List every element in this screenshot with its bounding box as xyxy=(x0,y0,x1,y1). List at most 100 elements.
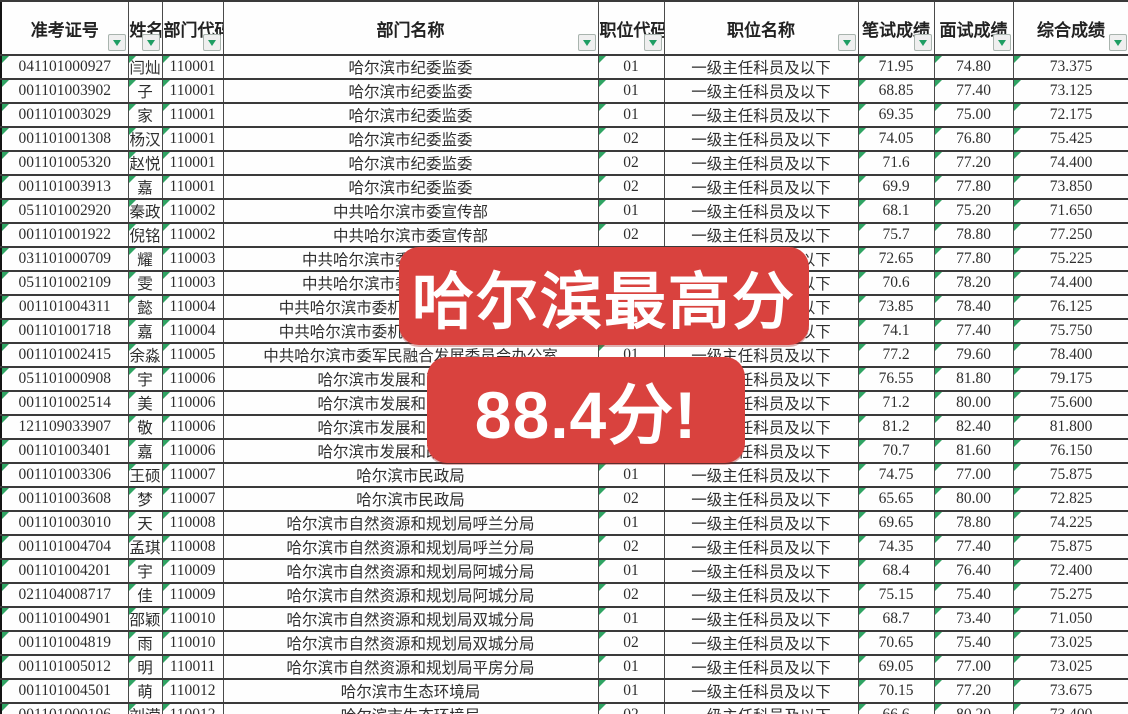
cell[interactable]: 69.35 xyxy=(857,102,935,128)
cell[interactable]: 001101002514 xyxy=(0,390,129,416)
cell[interactable]: 77.80 xyxy=(933,174,1014,200)
cell[interactable]: 02 xyxy=(597,582,665,608)
cell[interactable]: 76.55 xyxy=(857,366,935,392)
cell[interactable]: 哈尔滨市生态环境局 xyxy=(222,702,599,714)
cell[interactable]: 77.40 xyxy=(933,318,1014,344)
cell[interactable]: 一级主任科员及以下 xyxy=(663,678,859,704)
cell[interactable]: 02 xyxy=(597,150,665,176)
cell[interactable]: 75.40 xyxy=(933,630,1014,656)
cell[interactable]: 110008 xyxy=(161,534,224,560)
cell[interactable]: 哈尔滨市自然资源和规划局双城分局 xyxy=(222,606,599,632)
cell[interactable]: 宇 xyxy=(127,366,163,392)
cell[interactable]: 81.80 xyxy=(933,366,1014,392)
cell[interactable]: 77.40 xyxy=(933,534,1014,560)
cell[interactable]: 80.20 xyxy=(933,702,1014,714)
cell[interactable]: 74.400 xyxy=(1012,150,1128,176)
cell[interactable]: 刘滢 xyxy=(127,702,163,714)
cell[interactable]: 中共哈尔滨市委宣传部 xyxy=(222,198,599,224)
cell[interactable]: 耀 xyxy=(127,246,163,272)
cell[interactable]: 110006 xyxy=(161,390,224,416)
cell[interactable]: 哈尔滨市纪委监委 xyxy=(222,174,599,200)
cell[interactable]: 70.65 xyxy=(857,630,935,656)
cell[interactable]: 75.600 xyxy=(1012,390,1128,416)
cell[interactable]: 001101004501 xyxy=(0,678,129,704)
cell[interactable]: 一级主任科员及以下 xyxy=(663,702,859,714)
cell[interactable]: 001101003902 xyxy=(0,78,129,104)
cell[interactable]: 110004 xyxy=(161,294,224,320)
cell[interactable]: 02 xyxy=(597,630,665,656)
cell[interactable]: 嘉 xyxy=(127,318,163,344)
cell[interactable]: 110001 xyxy=(161,54,224,80)
cell[interactable]: 001101001718 xyxy=(0,318,129,344)
cell[interactable]: 77.2 xyxy=(857,342,935,368)
cell[interactable]: 77.40 xyxy=(933,78,1014,104)
cell[interactable]: 110001 xyxy=(161,126,224,152)
cell[interactable]: 明 xyxy=(127,654,163,680)
cell[interactable]: 110001 xyxy=(161,174,224,200)
cell[interactable]: 倪铭 xyxy=(127,222,163,248)
cell[interactable]: 001101003401 xyxy=(0,438,129,464)
cell[interactable]: 梦 xyxy=(127,486,163,512)
cell[interactable]: 75.425 xyxy=(1012,126,1128,152)
cell[interactable]: 74.05 xyxy=(857,126,935,152)
cell[interactable]: 001101002415 xyxy=(0,342,129,368)
cell[interactable]: 001101001922 xyxy=(0,222,129,248)
cell[interactable]: 宇 xyxy=(127,558,163,584)
cell[interactable]: 75.7 xyxy=(857,222,935,248)
cell[interactable]: 001101005320 xyxy=(0,150,129,176)
cell[interactable]: 73.025 xyxy=(1012,654,1128,680)
cell[interactable]: 73.025 xyxy=(1012,630,1128,656)
cell[interactable]: 一级主任科员及以下 xyxy=(663,534,859,560)
cell[interactable]: 秦政 xyxy=(127,198,163,224)
cell[interactable]: 110012 xyxy=(161,678,224,704)
cell[interactable]: 66.6 xyxy=(857,702,935,714)
cell[interactable]: 110001 xyxy=(161,150,224,176)
cell[interactable]: 80.00 xyxy=(933,486,1014,512)
filter-button[interactable] xyxy=(837,34,856,51)
cell[interactable]: 哈尔滨市自然资源和规划局呼兰分局 xyxy=(222,534,599,560)
cell[interactable]: 110001 xyxy=(161,78,224,104)
cell[interactable]: 01 xyxy=(597,558,665,584)
cell[interactable]: 001101005012 xyxy=(0,654,129,680)
cell[interactable]: 赵悦 xyxy=(127,150,163,176)
cell[interactable]: 懿 xyxy=(127,294,163,320)
cell[interactable]: 01 xyxy=(597,102,665,128)
filter-button[interactable] xyxy=(913,34,932,51)
cell[interactable]: 77.00 xyxy=(933,654,1014,680)
cell[interactable]: 敬 xyxy=(127,414,163,440)
cell[interactable]: 一级主任科员及以下 xyxy=(663,150,859,176)
cell[interactable]: 121109033907 xyxy=(0,414,129,440)
cell[interactable]: 73.850 xyxy=(1012,174,1128,200)
cell[interactable]: 110004 xyxy=(161,318,224,344)
cell[interactable]: 74.400 xyxy=(1012,270,1128,296)
cell[interactable]: 001101003913 xyxy=(0,174,129,200)
cell[interactable]: 110011 xyxy=(161,654,224,680)
cell[interactable]: 75.750 xyxy=(1012,318,1128,344)
cell[interactable]: 一级主任科员及以下 xyxy=(663,606,859,632)
cell[interactable]: 051101000908 xyxy=(0,366,129,392)
cell[interactable]: 一级主任科员及以下 xyxy=(663,510,859,536)
cell[interactable]: 68.85 xyxy=(857,78,935,104)
cell[interactable]: 哈尔滨市自然资源和规划局阿城分局 xyxy=(222,582,599,608)
cell[interactable]: 一级主任科员及以下 xyxy=(663,102,859,128)
cell[interactable]: 80.00 xyxy=(933,390,1014,416)
cell[interactable]: 75.875 xyxy=(1012,462,1128,488)
cell[interactable]: 110007 xyxy=(161,486,224,512)
cell[interactable]: 王硕 xyxy=(127,462,163,488)
cell[interactable]: 01 xyxy=(597,510,665,536)
column-header-position-name[interactable]: 职位名称 xyxy=(663,0,859,56)
cell[interactable]: 一级主任科员及以下 xyxy=(663,126,859,152)
cell[interactable]: 110002 xyxy=(161,198,224,224)
cell[interactable]: 69.65 xyxy=(857,510,935,536)
column-header-dept-name[interactable]: 部门名称 xyxy=(222,0,599,56)
cell[interactable]: 一级主任科员及以下 xyxy=(663,462,859,488)
column-header-interview-score[interactable]: 面试成绩 xyxy=(933,0,1014,56)
cell[interactable]: 73.675 xyxy=(1012,678,1128,704)
cell[interactable]: 74.75 xyxy=(857,462,935,488)
cell[interactable]: 75.875 xyxy=(1012,534,1128,560)
filter-button[interactable] xyxy=(202,34,221,51)
cell[interactable]: 一级主任科员及以下 xyxy=(663,174,859,200)
cell[interactable]: 110008 xyxy=(161,510,224,536)
cell[interactable]: 哈尔滨市纪委监委 xyxy=(222,102,599,128)
cell[interactable]: 哈尔滨市纪委监委 xyxy=(222,54,599,80)
